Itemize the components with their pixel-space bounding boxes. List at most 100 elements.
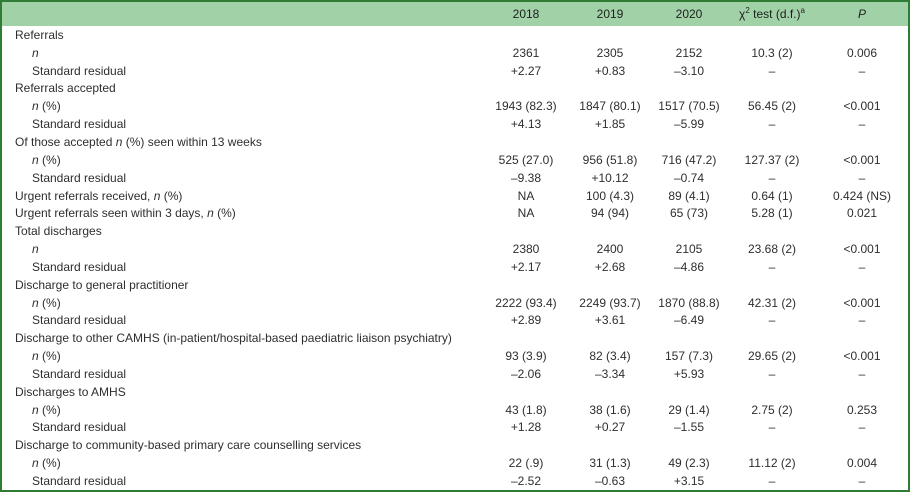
table-row: Standard residual +1.28 +0.27 –1.55 – – <box>2 419 908 437</box>
table-cell: –6.49 <box>673 313 705 328</box>
table-cell: +2.27 <box>510 63 542 78</box>
table-cell: 127.37 (2) <box>744 152 800 167</box>
table-cell: NA <box>517 188 535 203</box>
table-cell: – <box>768 420 776 435</box>
row-label: Discharge to community-based primary car… <box>2 438 482 452</box>
row-label: Standard residual <box>2 117 482 131</box>
row-label-italic-n: n <box>32 295 39 310</box>
table-cell: 716 (47.2) <box>661 152 717 167</box>
table-row: Discharges to AMHS <box>2 383 908 401</box>
table-cell: – <box>858 366 866 381</box>
table-cell: – <box>768 259 776 274</box>
col-header-2020: 2020 <box>675 7 703 21</box>
table-row: Referrals accepted <box>2 80 908 98</box>
table-cell: –1.55 <box>673 420 705 435</box>
chi-symbol: χ <box>739 7 746 21</box>
table-cell: 43 (1.8) <box>505 402 547 417</box>
table-row: Standard residual –2.52 –0.63 +3.15 – – <box>2 472 908 490</box>
chi-exponent: 2 <box>745 7 750 15</box>
table-cell: +1.28 <box>510 420 542 435</box>
table-cell: +2.17 <box>510 259 542 274</box>
row-label-italic-n: n <box>32 45 39 60</box>
table-cell: 1870 (88.8) <box>658 295 720 310</box>
col-header-p-value: P <box>857 7 866 21</box>
row-label: Standard residual <box>2 260 482 274</box>
table-cell: –3.10 <box>673 63 705 78</box>
table-cell: 525 (27.0) <box>498 152 554 167</box>
table-cell: –5.99 <box>673 117 705 132</box>
table-cell: –2.52 <box>510 474 542 489</box>
table-cell: – <box>858 313 866 328</box>
table-cell: – <box>768 313 776 328</box>
table-row: n 2380 2400 2105 23.68 (2) <0.001 <box>2 240 908 258</box>
table-cell: 38 (1.6) <box>589 402 631 417</box>
table-cell: –9.38 <box>510 170 542 185</box>
row-label: Discharge to general practitioner <box>2 278 482 292</box>
row-label: n (%) <box>2 403 482 417</box>
table-cell: 2305 <box>596 45 624 60</box>
table-cell: 100 (4.3) <box>585 188 635 203</box>
table-cell: 2361 <box>512 45 540 60</box>
table-cell: 0.004 <box>846 456 878 471</box>
row-label-text-suffix: (%) <box>160 188 183 203</box>
row-label-text: Total discharges <box>15 224 102 239</box>
table-cell: – <box>858 259 866 274</box>
row-label-italic-n: n <box>32 242 39 257</box>
row-label: n <box>2 46 482 60</box>
row-label-text: Referrals <box>15 27 64 42</box>
row-label-text-suffix: (%) <box>38 152 61 167</box>
row-label-italic-n: n <box>32 349 39 364</box>
table-cell: 31 (1.3) <box>589 456 631 471</box>
row-label: n (%) <box>2 296 482 310</box>
table-row: Discharge to community-based primary car… <box>2 436 908 454</box>
table-cell: – <box>858 170 866 185</box>
table-cell: 2152 <box>675 45 703 60</box>
table-cell: 49 (2.3) <box>668 456 710 471</box>
table-cell: <0.001 <box>843 152 881 167</box>
table-cell: 157 (7.3) <box>664 349 714 364</box>
row-label-italic-n: n <box>115 134 123 149</box>
table-cell: 10.3 (2) <box>751 45 793 60</box>
table-cell: 23.68 (2) <box>747 242 797 257</box>
table-cell: – <box>858 420 866 435</box>
table-cell: 94 (94) <box>590 206 630 221</box>
table-cell: 65 (73) <box>669 206 709 221</box>
table-row: Of those accepted n (%) seen within 13 w… <box>2 133 908 151</box>
table-cell: 0.253 <box>846 402 878 417</box>
table-cell: 42.31 (2) <box>747 295 797 310</box>
row-label: Discharge to other CAMHS (in-patient/hos… <box>2 331 482 345</box>
row-label: n (%) <box>2 153 482 167</box>
table-cell: 89 (4.1) <box>668 188 710 203</box>
row-label-text: Urgent referrals received, <box>15 188 154 203</box>
row-label-text-suffix: (%) <box>38 456 61 471</box>
table-row: Standard residual +2.89 +3.61 –6.49 – – <box>2 312 908 330</box>
row-label-text: Standard residual <box>32 366 127 381</box>
row-label-text: Standard residual <box>32 259 127 274</box>
table-cell: –4.86 <box>673 259 705 274</box>
table-row: Discharge to general practitioner <box>2 276 908 294</box>
table-row: Discharge to other CAMHS (in-patient/hos… <box>2 329 908 347</box>
row-label-text-suffix: (%) <box>38 99 61 114</box>
table-cell: +5.93 <box>673 366 705 381</box>
row-label: Standard residual <box>2 367 482 381</box>
row-label: Referrals accepted <box>2 81 482 95</box>
row-label: Standard residual <box>2 64 482 78</box>
row-label: Urgent referrals seen within 3 days, n (… <box>2 206 482 220</box>
row-label: Total discharges <box>2 224 482 238</box>
table-row: Standard residual +2.17 +2.68 –4.86 – – <box>2 258 908 276</box>
table-cell: 0.006 <box>846 45 878 60</box>
table-cell: 2.75 (2) <box>751 402 793 417</box>
row-label-text-suffix: (%) <box>38 349 61 364</box>
row-label-text: Discharge to community-based primary car… <box>15 438 362 453</box>
table-row: n (%) 22 (.9) 31 (1.3) 49 (2.3) 11.12 (2) 0.0… <box>2 454 908 472</box>
table-row: Standard residual –2.06 –3.34 +5.93 – – <box>2 365 908 383</box>
table-row: Referrals <box>2 26 908 44</box>
table-cell: +1.85 <box>594 117 626 132</box>
table-cell: +2.68 <box>594 259 626 274</box>
table-row: Urgent referrals received, n (%) NA 100 (4… <box>2 187 908 205</box>
table-header-row: 2018 2019 2020 χ2 test (d.f.)a P <box>2 2 908 26</box>
table-cell: 11.12 (2) <box>748 456 796 471</box>
row-label: Discharges to AMHS <box>2 385 482 399</box>
chi-test-label: test (d.f.) <box>749 7 801 21</box>
